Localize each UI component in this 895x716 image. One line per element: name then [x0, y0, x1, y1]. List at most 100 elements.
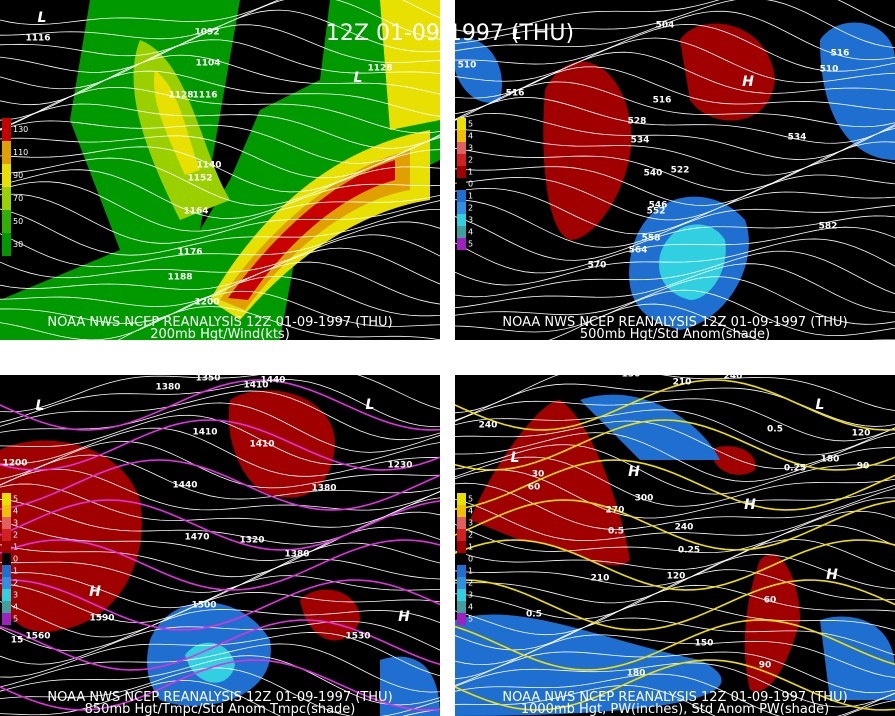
legend-label: 2 [468, 531, 473, 540]
contour [455, 673, 895, 716]
contour-secondary [0, 579, 440, 631]
contour-label: 1470 [184, 533, 209, 543]
legend-swatch [2, 164, 11, 187]
contour-label: 582 [819, 222, 838, 232]
contour [455, 141, 895, 192]
contour [455, 420, 895, 469]
contour-label: 1320 [159, 367, 184, 377]
legend-label: 0 [468, 180, 473, 189]
contour-label: 540 [644, 169, 663, 179]
contour-label: 528 [628, 117, 647, 127]
contour [455, 37, 895, 83]
contour-label: 240 [479, 421, 498, 431]
legend-label: 0 [468, 555, 473, 564]
contour-label: 570 [588, 261, 607, 271]
contour-label: 1128 [367, 64, 392, 74]
legend-swatch [2, 505, 11, 517]
contour [0, 511, 440, 561]
legend-swatch [457, 214, 466, 226]
contour [117, 306, 440, 340]
legend-swatch [457, 166, 466, 178]
contour-label: 180 [627, 669, 646, 679]
contour-label: 510 [458, 61, 477, 71]
contour-label: 15 [11, 636, 24, 646]
contour-label: 1440 [260, 376, 285, 386]
contour-secondary [455, 619, 895, 671]
contour-label: 1104 [195, 59, 220, 69]
contour-label: 558 [642, 234, 661, 244]
contour-secondary [0, 499, 440, 551]
contour [0, 483, 440, 528]
contour-label: 522 [671, 166, 690, 176]
contour [455, 23, 895, 72]
contour [455, 662, 895, 708]
legend-swatch [457, 178, 466, 190]
legend-swatch [2, 589, 11, 601]
legend-swatch [2, 565, 11, 577]
contour [0, 427, 440, 477]
contour [455, 651, 895, 694]
contour-secondary [0, 419, 440, 471]
contour [455, 685, 895, 716]
contour-secondary [0, 619, 440, 671]
legend-label: 3 [13, 519, 18, 528]
contour [0, 609, 440, 652]
contour [455, 569, 895, 620]
contour-label: 564 [629, 246, 648, 256]
contour [0, 655, 440, 706]
labels: L111610921104112811161128L11401152116411… [2, 10, 870, 716]
contour [455, 482, 895, 530]
legend-swatch [2, 553, 11, 565]
contour-label: 1188 [167, 273, 192, 283]
contour-label: 516 [653, 96, 672, 106]
contour-label: 1350 [195, 374, 220, 384]
contour [0, 70, 440, 121]
contour-label: 60 [764, 596, 777, 606]
contour-label: H [742, 74, 754, 90]
contour [455, 112, 895, 160]
legend-label: 1 [468, 168, 473, 177]
legend-swatch [457, 493, 466, 505]
contour [455, 289, 895, 337]
contour-label: 1152 [187, 174, 212, 184]
contour-label: 1590 [89, 614, 114, 624]
contour-secondary [455, 499, 895, 551]
contour [0, 193, 440, 244]
contour [455, 524, 895, 571]
panel-850mb [0, 375, 440, 716]
contour-label: 210 [591, 574, 610, 584]
legend-swatch [2, 493, 11, 505]
contour [455, 398, 895, 442]
contour [0, 575, 440, 623]
contour-label: 534 [631, 136, 650, 146]
legend-label: 3 [468, 144, 473, 153]
contour-label: 1320 [239, 536, 264, 546]
legend-swatch [457, 505, 466, 517]
contour [0, 146, 440, 193]
contour [455, 584, 895, 636]
legend-swatch [2, 577, 11, 589]
contour [455, 553, 895, 604]
contour-label: 0.25 [678, 546, 700, 556]
legend-label: 70 [13, 194, 23, 203]
title: 12Z 01-09-1997 (THU) [326, 21, 574, 46]
contour-label: 1380 [155, 383, 180, 393]
panel-200mb [0, 0, 440, 340]
legend-label: 2 [13, 531, 18, 540]
contour [455, 456, 895, 507]
contour [548, 303, 895, 340]
contour-label: H [89, 584, 101, 600]
legend-label: 130 [13, 125, 28, 134]
legend-label: 5 [468, 240, 473, 249]
contour [0, 120, 440, 164]
contour [455, 375, 895, 414]
contour [455, 601, 895, 651]
legend-swatch [457, 142, 466, 154]
contour [0, 375, 440, 413]
contour-label: H [398, 609, 410, 625]
legend-swatch [457, 589, 466, 601]
legend-swatch [457, 517, 466, 529]
contour-label: 210 [673, 378, 692, 388]
contour [0, 181, 440, 232]
